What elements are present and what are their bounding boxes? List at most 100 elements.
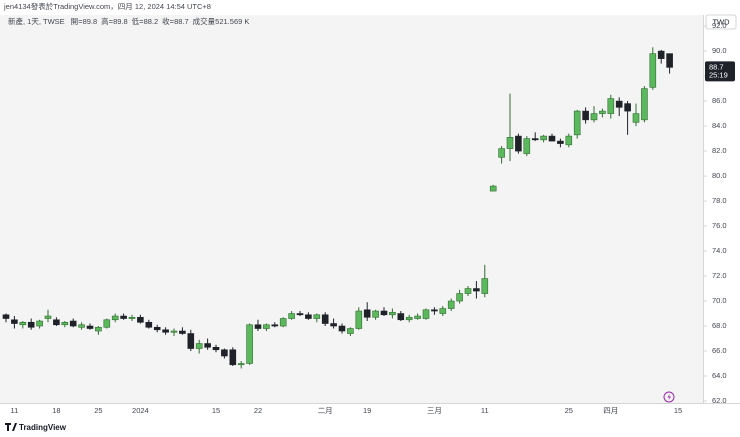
candle-body (624, 103, 631, 112)
y-tick-label: 80.0 (712, 171, 727, 180)
candle-body (221, 349, 228, 357)
candle-body (666, 53, 673, 68)
candle-body (649, 53, 657, 88)
candle-body (456, 293, 463, 302)
candle-body (204, 343, 211, 348)
price-tag-value: 88.7 (709, 62, 724, 71)
candle-body (473, 288, 480, 292)
y-tick-label: 76.0 (712, 221, 727, 230)
candle-body (53, 319, 60, 326)
y-tick-label: 72.0 (712, 271, 727, 280)
candle-body (254, 324, 262, 329)
candle-body (313, 314, 321, 319)
legend-label: 收= (162, 16, 174, 26)
candle-body (489, 185, 497, 192)
candle-body (481, 278, 489, 294)
y-tick-label: 78.0 (712, 196, 727, 205)
y-tick-label: 70.0 (712, 296, 727, 305)
candle-body (439, 308, 447, 314)
candle-body (590, 113, 598, 121)
candle-body (212, 346, 220, 351)
candle-body (389, 311, 396, 316)
x-tick-label: 15 (212, 406, 220, 415)
candle-body (464, 288, 472, 294)
legend-volume: 成交量521.569 K (193, 16, 250, 26)
candle-body (69, 320, 77, 327)
price-tag (705, 61, 735, 82)
candle-body (641, 88, 648, 121)
candle-body (103, 319, 111, 328)
x-tick-label: 11 (11, 406, 19, 415)
candle-body (380, 310, 388, 316)
x-tick-label: 11 (481, 406, 489, 415)
y-tick-label: 92.0 (712, 21, 727, 30)
lightning-bolt (667, 393, 671, 401)
lightning-icon[interactable] (663, 391, 675, 403)
legend-label: 低= (132, 16, 144, 26)
candle-body (330, 323, 337, 327)
price-tag-countdown: 25:19 (709, 70, 728, 79)
candle-body (288, 313, 295, 319)
legend-value: 88.7 (174, 17, 189, 26)
candle-body (557, 140, 564, 144)
y-tick-label: 66.0 (712, 346, 727, 355)
candle-body (599, 110, 606, 114)
candle-body (355, 310, 363, 329)
candle-body (523, 138, 531, 154)
x-tick-label: 三月 (427, 406, 442, 415)
candle-body (162, 329, 169, 333)
y-tick-label: 86.0 (712, 96, 727, 105)
candle-body (498, 148, 505, 158)
x-tick-label: 15 (674, 406, 682, 415)
candle-body (657, 50, 665, 59)
candle-body (279, 318, 287, 327)
candle-body (61, 321, 69, 326)
candle-body (414, 315, 421, 319)
x-tick-label: 25 (565, 406, 573, 415)
candle-body (397, 313, 405, 321)
candle-body (565, 135, 573, 146)
candle-body (405, 316, 413, 321)
y-tick-label: 90.0 (712, 46, 727, 55)
header: jen4134發表於TradingView.com，四月 12, 2024 14… (3, 1, 211, 11)
logo: TradingView (5, 423, 67, 432)
candle-body (2, 314, 10, 319)
candle-body (548, 135, 556, 142)
y-tick-label: 74.0 (712, 246, 727, 255)
x-tick-label: 四月 (603, 406, 618, 415)
candle-body (36, 320, 43, 327)
legend-value: 88.2 (144, 17, 159, 26)
candle-body (271, 324, 279, 327)
x-tick-label: 18 (52, 406, 60, 415)
legend-label: 高= (101, 16, 113, 26)
candle-body (19, 321, 27, 326)
plot-area (0, 15, 703, 403)
candle-body (145, 321, 153, 328)
candle-body (515, 135, 522, 152)
candle-body (363, 309, 371, 318)
candle-body (95, 326, 102, 332)
legend-value: 89.8 (83, 17, 98, 26)
candle-body (263, 324, 270, 329)
currency-box (705, 14, 737, 30)
candle-body (179, 330, 186, 334)
candle-body (447, 300, 455, 309)
y-tick-label: 68.0 (712, 321, 727, 330)
x-tick-label: 22 (254, 406, 262, 415)
candle-body (321, 314, 329, 324)
candle-body (137, 316, 144, 323)
candle-body (153, 326, 161, 331)
candle-body (296, 313, 304, 316)
x-tick-label: 2024 (132, 406, 149, 415)
candle-body (237, 363, 245, 366)
candle-body (582, 110, 589, 121)
candle-body (305, 314, 312, 319)
logo-mark (5, 423, 17, 431)
candle-body (78, 324, 85, 328)
candle-body (422, 309, 430, 319)
y-tick-label: 62.0 (712, 396, 727, 405)
candle-body (86, 325, 94, 329)
candle-body (506, 137, 514, 149)
candle-body (540, 135, 547, 141)
